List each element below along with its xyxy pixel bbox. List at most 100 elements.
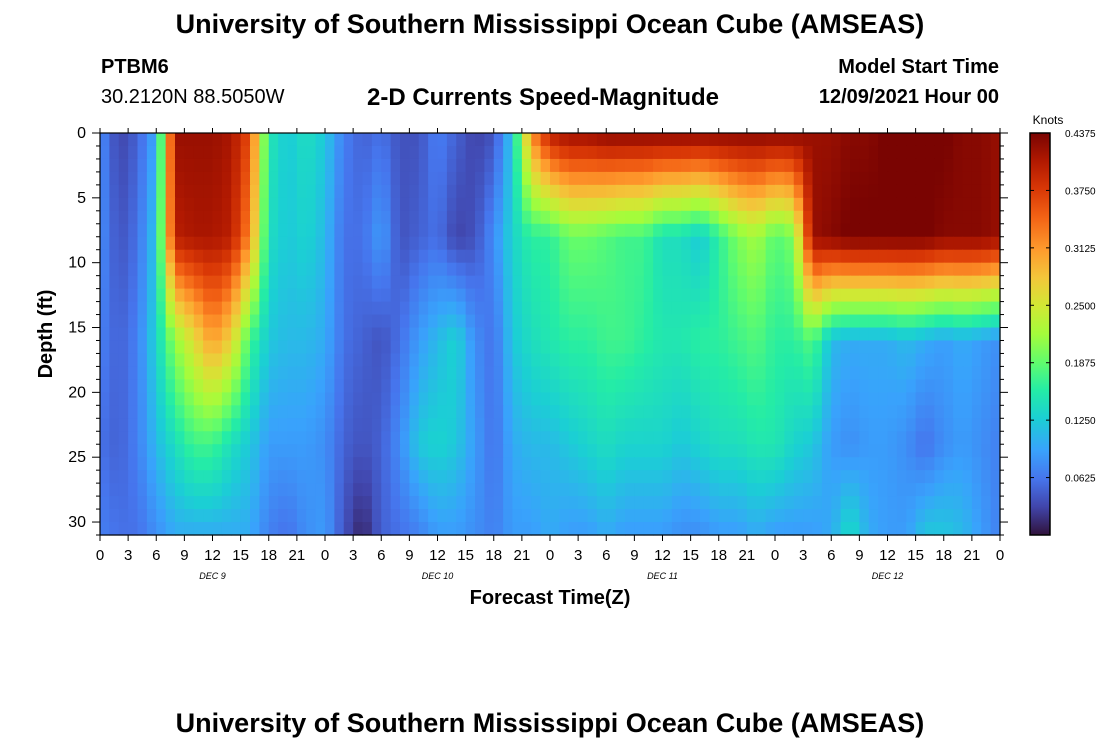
heatmap-cell — [821, 249, 832, 264]
heatmap-cell — [118, 184, 129, 199]
heatmap-cell — [493, 145, 504, 160]
heatmap-cell — [221, 327, 232, 342]
heatmap-cell — [821, 314, 832, 329]
heatmap-cell — [990, 431, 1001, 445]
heatmap-cell — [240, 353, 251, 368]
heatmap-cell — [887, 392, 898, 406]
heatmap-cell — [325, 483, 335, 497]
heatmap-cell — [756, 133, 767, 147]
heatmap-cell — [746, 275, 757, 290]
heatmap-cell — [259, 133, 270, 147]
heatmap-cell — [296, 197, 307, 212]
x-tick-label: 6 — [152, 547, 160, 564]
heatmap-cell — [690, 327, 701, 342]
heatmap-cell — [250, 145, 260, 160]
heatmap-cell — [390, 366, 401, 380]
heatmap-cell — [662, 483, 673, 497]
heatmap-cell — [746, 470, 757, 484]
heatmap-cell — [643, 405, 654, 419]
heatmap-cell — [503, 210, 514, 225]
heatmap-cell — [165, 418, 176, 432]
heatmap-cell — [756, 275, 767, 290]
heatmap-cell — [625, 223, 635, 238]
heatmap-cell — [803, 457, 814, 471]
heatmap-cell — [690, 431, 701, 445]
heatmap-cell — [784, 392, 795, 406]
heatmap-cell — [700, 262, 710, 277]
heatmap-cell — [259, 301, 270, 316]
heatmap-cell — [362, 522, 373, 536]
heatmap-cell — [803, 392, 814, 406]
heatmap-cell — [175, 275, 185, 290]
heatmap-cell — [737, 327, 748, 342]
heatmap-cell — [775, 470, 785, 484]
heatmap-cell — [981, 379, 992, 393]
heatmap-cell — [690, 379, 701, 393]
heatmap-cell — [671, 379, 682, 393]
heatmap-cell — [446, 405, 457, 419]
heatmap-cell — [184, 249, 195, 264]
heatmap-cell — [409, 197, 420, 212]
heatmap-cell — [334, 288, 345, 303]
heatmap-cell — [568, 418, 579, 432]
heatmap-cell — [681, 522, 692, 536]
heatmap-cell — [296, 444, 307, 458]
heatmap-cell — [137, 210, 148, 225]
heatmap-cell — [953, 197, 964, 212]
heatmap-cell — [446, 327, 457, 342]
heatmap-cell — [315, 301, 326, 316]
heatmap-cell — [259, 314, 270, 329]
heatmap-cell — [409, 366, 420, 380]
heatmap-cell — [925, 509, 935, 523]
heatmap-cell — [193, 392, 204, 406]
heatmap-cell — [643, 509, 654, 523]
heatmap-cell — [709, 522, 720, 536]
heatmap-cell — [709, 366, 720, 380]
heatmap-cell — [287, 236, 298, 251]
heatmap-cell — [821, 158, 832, 173]
heatmap-cell — [362, 184, 373, 199]
heatmap-cell — [390, 133, 401, 147]
heatmap-cell — [634, 509, 645, 523]
heatmap-cell — [362, 288, 373, 303]
heatmap-cell — [250, 366, 260, 380]
heatmap-cell — [428, 444, 439, 458]
heatmap-cell — [390, 301, 401, 316]
x-tick-label: 12 — [429, 547, 446, 564]
heatmap-cell — [484, 509, 495, 523]
heatmap-cell — [531, 262, 542, 277]
heatmap-cell — [737, 314, 748, 329]
heatmap-cell — [203, 327, 214, 342]
heatmap-cell — [840, 236, 851, 251]
heatmap-cell — [962, 171, 973, 186]
heatmap-cell — [700, 392, 710, 406]
heatmap-cell — [700, 353, 710, 368]
heatmap-cell — [653, 431, 664, 445]
heatmap-cell — [503, 158, 514, 173]
heatmap-cell — [165, 158, 176, 173]
heatmap-cell — [409, 353, 420, 368]
heatmap-cell — [634, 470, 645, 484]
heatmap-cell — [175, 327, 185, 342]
heatmap-cell — [981, 392, 992, 406]
heatmap-cell — [212, 301, 223, 316]
heatmap-cell — [465, 327, 476, 342]
heatmap-cell — [934, 392, 945, 406]
heatmap-cell — [709, 418, 720, 432]
heatmap-cell — [803, 171, 814, 186]
heatmap-cell — [381, 522, 392, 536]
heatmap-cell — [868, 158, 879, 173]
heatmap-cell — [540, 327, 551, 342]
heatmap-cell — [212, 158, 223, 173]
heatmap-cell — [409, 522, 420, 536]
heatmap-cell — [596, 366, 607, 380]
heatmap-cell — [212, 379, 223, 393]
heatmap-cell — [146, 262, 157, 277]
heatmap-cell — [587, 184, 598, 199]
heatmap-cell — [850, 171, 860, 186]
heatmap-cell — [343, 353, 354, 368]
heatmap-cell — [596, 171, 607, 186]
heatmap-cell — [428, 262, 439, 277]
heatmap-cell — [353, 184, 364, 199]
heatmap-cell — [278, 171, 289, 186]
